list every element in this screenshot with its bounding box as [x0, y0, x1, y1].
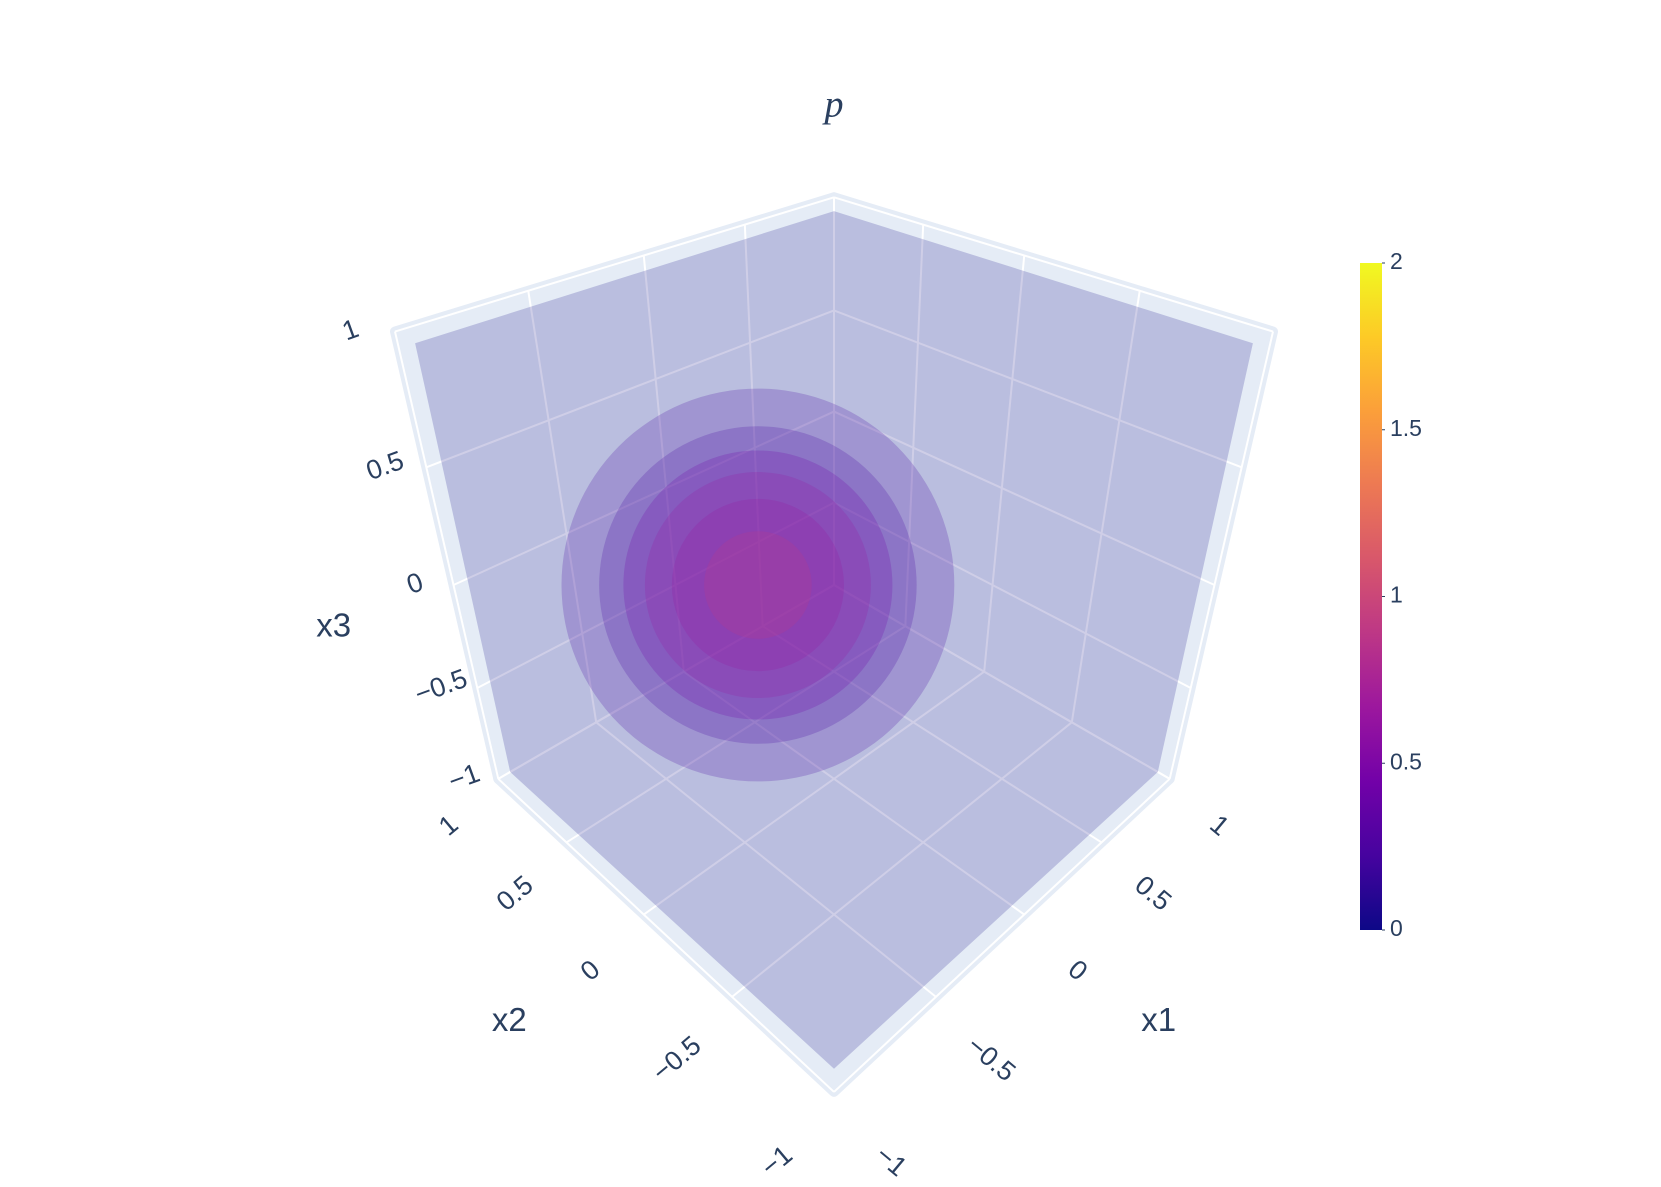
x-tick-label: −1: [870, 1139, 913, 1182]
z-tick-label: 0: [403, 567, 427, 600]
grid-line: [394, 331, 500, 780]
x-tick-label: 0.5: [1129, 870, 1177, 917]
y-tick-label: −1: [755, 1139, 798, 1182]
colorbar-tick-label: 1: [1390, 582, 1403, 608]
grid-line: [497, 584, 835, 780]
colorbar-tick-label: 0: [1390, 915, 1403, 941]
grid-line: [833, 778, 1171, 1093]
grid-line: [762, 625, 1103, 844]
volume: [415, 211, 1253, 1069]
grid-line: [565, 625, 906, 844]
colorbar-tick-label: 2: [1390, 248, 1403, 274]
grid-line: [833, 309, 1243, 469]
y-tick-label: 0: [575, 954, 606, 987]
x-tick-label: −0.5: [961, 1030, 1021, 1087]
isosurface-shell: [623, 450, 893, 720]
chart-title: p: [822, 84, 844, 126]
x-tick-label: 0: [1062, 954, 1093, 987]
walls: [390, 192, 1278, 1097]
volume-hull: [415, 211, 1253, 1069]
grid-line: [743, 224, 764, 627]
z-tick-label: 1: [338, 313, 362, 346]
isosurface-shell: [599, 426, 917, 744]
z-tick-label: −1: [444, 758, 483, 797]
grid-line: [425, 309, 835, 469]
y-tick-label: −0.5: [647, 1030, 707, 1087]
grid-line: [1168, 331, 1274, 780]
isosurface-shell: [644, 472, 871, 698]
grid-line: [833, 584, 1171, 780]
grid-line: [983, 255, 1026, 672]
x-axis-title: x1: [1141, 1001, 1176, 1038]
isosurface-shell: [671, 498, 844, 672]
grid-line: [904, 224, 925, 627]
grid-line: [1070, 290, 1141, 723]
grid-line: [453, 410, 835, 586]
colorbar: [1360, 263, 1382, 930]
grid-line: [595, 721, 937, 998]
grid-line: [527, 290, 598, 723]
y-tick-label: 1: [433, 809, 464, 842]
isosurface-shell: [561, 388, 955, 782]
grid-line: [394, 196, 835, 333]
isosurface-shell: [704, 531, 812, 639]
grid-line: [642, 255, 685, 672]
z-axis-title: x3: [316, 607, 351, 644]
z-tick-label: 0.5: [362, 445, 408, 486]
y-axis-title: x2: [492, 1001, 527, 1038]
grid-line: [833, 410, 1215, 586]
grid-line: [476, 501, 835, 689]
z-tick-label: −0.5: [411, 663, 471, 709]
grid-line: [497, 778, 835, 1093]
grid-line: [643, 670, 985, 916]
y-tick-label: 0.5: [491, 870, 539, 917]
colorbar-tick-label: 0.5: [1390, 748, 1422, 774]
grid-line: [833, 501, 1192, 689]
colorbar-tick-label: 1.5: [1390, 415, 1422, 441]
grid-line: [731, 721, 1073, 998]
x-tick-label: 1: [1204, 809, 1235, 842]
grid-line: [683, 670, 1025, 916]
grid-line: [833, 196, 1274, 333]
